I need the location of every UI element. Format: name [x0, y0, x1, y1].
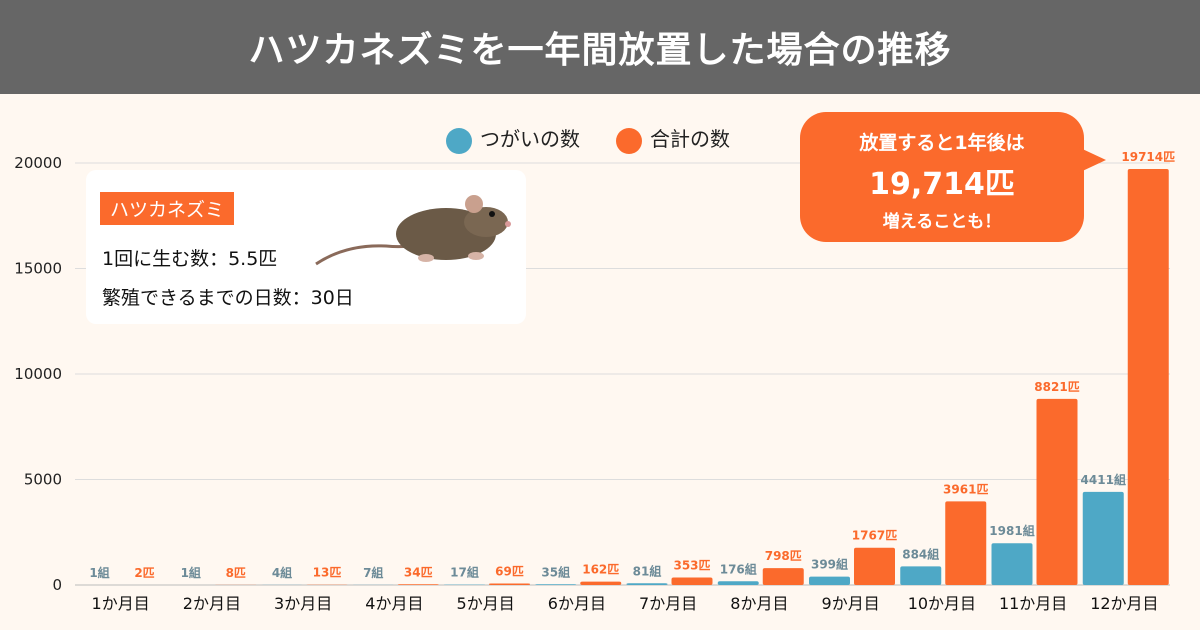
- bar-total: [854, 547, 895, 585]
- litter-size: 1回に生む数：5.5匹: [102, 248, 278, 270]
- legend-item-pairs: つがいの数: [446, 123, 580, 154]
- x-tick-label: 7か月目: [639, 594, 697, 613]
- data-label: 34匹: [404, 565, 433, 579]
- bar-pairs: [717, 581, 759, 585]
- legend-label-pairs: つがいの数: [480, 127, 580, 151]
- legend-item-total: 合計の数: [616, 123, 730, 154]
- bar-pairs: [900, 566, 942, 585]
- bar-pairs: [1082, 491, 1124, 585]
- data-label: 3961匹: [943, 482, 988, 496]
- data-label: 4411組: [1081, 472, 1126, 487]
- data-label: 884組: [902, 546, 939, 561]
- x-tick-label: 8か月目: [730, 594, 788, 613]
- x-tick-label: 2か月目: [183, 594, 241, 613]
- y-tick-label: 5000: [24, 471, 62, 489]
- bar-total: [397, 584, 439, 585]
- bar-total: [671, 577, 713, 585]
- data-label: 1組: [181, 565, 201, 580]
- data-label: 176組: [720, 561, 757, 576]
- callout-highlight: 19,714匹: [869, 167, 1015, 202]
- data-label: 7組: [363, 565, 383, 580]
- mouse-icon: [315, 195, 511, 266]
- x-tick-label: 5か月目: [457, 594, 515, 613]
- x-tick-label: 9か月目: [822, 594, 880, 613]
- data-label: 81組: [633, 563, 662, 578]
- data-label: 19714匹: [1121, 150, 1175, 164]
- x-tick-label: 4か月目: [365, 594, 423, 613]
- data-label: 17組: [450, 565, 479, 580]
- bar-total: [580, 581, 622, 585]
- callout-bubble: 放置すると1年後は 19,714匹 増えることも！: [800, 112, 1106, 242]
- y-tick-label: 15000: [14, 260, 62, 278]
- legend-label-total: 合計の数: [650, 127, 730, 151]
- x-tick-label: 1か月目: [92, 594, 150, 613]
- data-label: 1組: [89, 565, 109, 580]
- data-label: 35組: [541, 564, 570, 579]
- bar-pairs: [809, 576, 850, 585]
- y-tick-label: 10000: [14, 365, 62, 383]
- bar-pairs: [626, 583, 668, 585]
- legend: つがいの数 合計の数: [446, 123, 730, 154]
- data-label: 162匹: [582, 563, 619, 577]
- bar-total: [762, 568, 804, 585]
- data-label: 1981組: [989, 523, 1034, 538]
- data-label: 1767匹: [852, 529, 897, 543]
- legend-swatch-pairs: [446, 127, 472, 154]
- data-label: 8821匹: [1034, 380, 1079, 394]
- x-tick-label: 3か月目: [274, 594, 332, 613]
- bar-total: [1036, 398, 1078, 585]
- data-label: 798匹: [765, 549, 802, 563]
- bar-total: [489, 583, 530, 585]
- species-tag: ハツカネズミ: [100, 192, 235, 225]
- bar-pairs: [535, 584, 577, 585]
- page-title: ハツカネズミを一年間放置した場合の推移: [0, 0, 1200, 94]
- data-label: 4組: [272, 565, 292, 580]
- data-label: 399組: [811, 557, 848, 572]
- callout-line3: 増えることも！: [882, 212, 1002, 232]
- bar-total: [945, 501, 987, 585]
- bar-total: [1127, 169, 1169, 585]
- x-tick-label: 10か月目: [908, 594, 976, 613]
- y-tick-label: 20000: [14, 154, 62, 172]
- data-label: 13匹: [313, 566, 342, 580]
- maturity-days: 繁殖できるまでの日数：30日: [102, 287, 354, 309]
- data-label: 69匹: [495, 565, 524, 579]
- callout-tail: [1076, 146, 1106, 174]
- data-label: 2匹: [134, 566, 154, 580]
- x-tick-label: 11か月目: [999, 594, 1067, 613]
- y-tick-label: 0: [52, 576, 62, 594]
- info-card: ハツカネズミ 1回に生む数：5.5匹 繁殖できるまでの日数：30日: [86, 170, 526, 324]
- data-label: 8匹: [226, 566, 246, 580]
- legend-swatch-total: [616, 127, 642, 154]
- x-tick-label: 6か月目: [548, 594, 606, 613]
- callout-line1: 放置すると1年後は: [859, 132, 1025, 154]
- bar-pairs: [991, 543, 1033, 585]
- x-tick-label: 12か月目: [1090, 594, 1158, 613]
- data-label: 353匹: [673, 559, 710, 573]
